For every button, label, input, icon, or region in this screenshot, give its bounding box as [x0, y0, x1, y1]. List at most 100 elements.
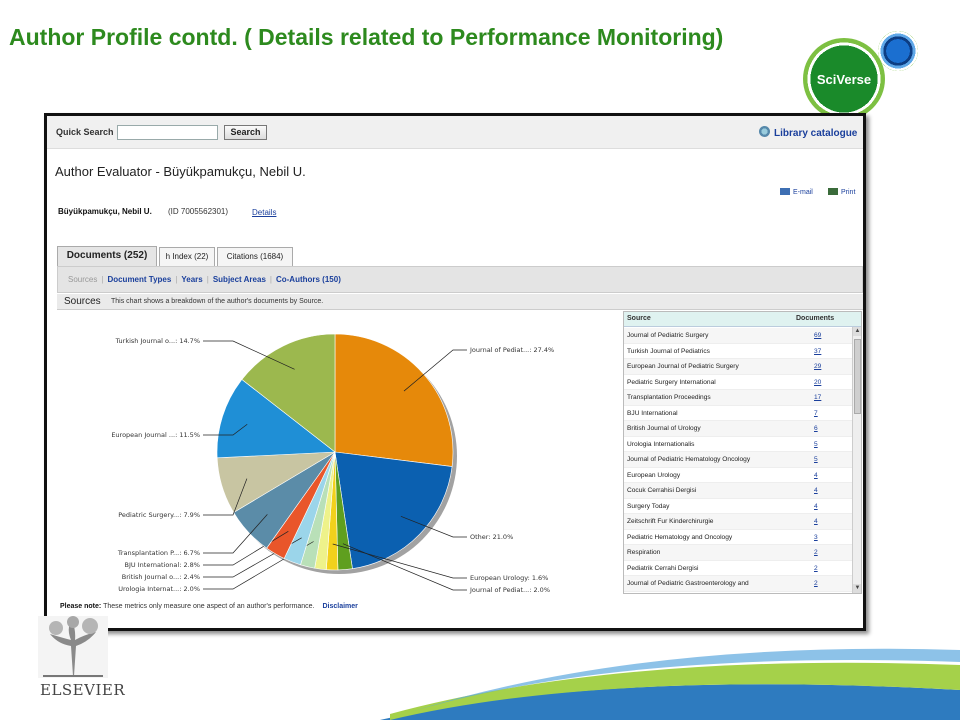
tab-h-index[interactable]: h Index (22) — [159, 247, 215, 266]
pie-leader-line — [203, 423, 248, 436]
pie-slice-label: Journal of Pediat...: 27.4% — [469, 346, 554, 354]
row-documents-link[interactable]: 17 — [814, 394, 822, 401]
sources-description: This chart shows a breakdown of the auth… — [111, 298, 324, 305]
pie-slice[interactable] — [216, 379, 336, 459]
row-source: Journal of Pediatric Gastroenterology an… — [627, 580, 749, 587]
pie-slice-label: Pediatric Surgery...: 7.9% — [118, 511, 200, 519]
filter-separator: | — [269, 275, 272, 284]
pie-slice[interactable] — [334, 333, 454, 467]
search-button[interactable]: Search — [224, 125, 267, 140]
scroll-thumb[interactable] — [854, 339, 861, 414]
scroll-up-icon[interactable]: ▲ — [853, 327, 861, 336]
row-documents-link[interactable]: 4 — [814, 471, 818, 479]
table-row: Journal of Pediatric Hematology Oncology… — [624, 452, 852, 468]
row-documents-link[interactable]: 2 — [814, 580, 818, 587]
row-documents-link[interactable]: 4 — [814, 487, 818, 494]
row-documents-link[interactable]: 5 — [814, 456, 818, 463]
row-source: British Journal of Urology — [627, 425, 701, 432]
print-label: Print — [841, 189, 856, 196]
row-documents-link[interactable]: 4 — [814, 518, 818, 525]
tab-documents[interactable]: Documents (252) — [57, 246, 157, 266]
filter-years[interactable]: Years — [181, 275, 203, 284]
sources-title: Sources — [64, 296, 101, 307]
sources-table: Source Documents Journal of Pediatric Su… — [623, 311, 862, 594]
table-row: Journal of Pediatric Gastroenterology an… — [624, 576, 852, 592]
row-source: Cocuk Cerrahisi Dergisi — [627, 487, 697, 494]
pie-leader-line — [332, 543, 467, 579]
filter-document-types[interactable]: Document Types — [107, 275, 172, 284]
column-source[interactable]: Source — [627, 315, 651, 322]
row-source: Turkish Journal of Pediatrics — [627, 347, 710, 355]
table-row: Pediatrik Cerrahi Dergisi 2 — [624, 561, 852, 576]
table-row: BJU International 7 — [624, 406, 852, 421]
filter-bar: Sources | Document Types | Years | Subject Are… — [57, 266, 863, 293]
table-row: Surgery Today 4 — [624, 499, 852, 514]
note-text: These metrics only measure one aspect of… — [103, 603, 315, 610]
table-row: Zeitschrift Fur Kinderchirurgie 4 — [624, 514, 852, 530]
pie-slice-label: BJU International: 2.8% — [125, 561, 200, 569]
pie-slice[interactable] — [241, 333, 336, 453]
quick-search-input[interactable] — [117, 125, 218, 140]
row-documents-link[interactable]: 29 — [814, 363, 822, 370]
scroll-down-icon[interactable]: ▼ — [853, 584, 861, 593]
sources-header: Sources This chart shows a breakdown of … — [57, 294, 863, 310]
row-source: Journal of Pediatric Hematology Oncology — [627, 456, 751, 463]
email-link[interactable]: E-mail — [780, 188, 813, 196]
elsevier-tree-logo — [38, 616, 108, 678]
table-row: Urologia Internationalis 5 — [624, 437, 852, 452]
column-documents[interactable]: Documents — [796, 315, 835, 322]
filter-sources[interactable]: Sources — [68, 275, 98, 284]
globe-icon — [759, 126, 770, 137]
row-source: BJU International — [627, 409, 678, 417]
row-source: Urologia Internationalis — [627, 440, 695, 448]
top-search-bar: Quick Search Search Library catalogue — [47, 116, 863, 149]
pie-slice-label: British Journal o...: 2.4% — [122, 573, 200, 581]
row-source: Zeitschrift Fur Kinderchirurgie — [627, 518, 714, 525]
sciverse-logo: SciVerse — [803, 38, 885, 120]
filter-separator: | — [101, 275, 104, 284]
details-link[interactable]: Details — [252, 208, 277, 217]
row-documents-link[interactable]: 5 — [814, 440, 818, 448]
row-source: European Urology — [627, 471, 681, 479]
filter-subject-areas[interactable]: Subject Areas — [212, 275, 266, 284]
row-source: European Journal of Pediatric Surgery — [627, 363, 739, 370]
row-documents-link[interactable]: 4 — [814, 502, 818, 510]
slide-title: Author Profile contd. ( Details related … — [9, 24, 724, 50]
row-source: Respiration — [627, 549, 661, 556]
print-link[interactable]: Print — [828, 188, 855, 196]
pie-slice-label: Urologia Internat...: 2.0% — [118, 585, 200, 593]
row-documents-link[interactable]: 20 — [814, 378, 822, 386]
row-documents-link[interactable]: 37 — [814, 347, 822, 355]
row-documents-link[interactable]: 2 — [814, 549, 818, 556]
row-documents-link[interactable]: 6 — [814, 425, 818, 432]
tab-citations[interactable]: Citations (1684) — [217, 247, 293, 266]
row-documents-link[interactable]: 3 — [814, 533, 818, 541]
pie-slice-label: Turkish Journal o...: 14.7% — [115, 337, 200, 345]
envelope-icon — [780, 188, 790, 195]
filter-separator: | — [206, 275, 209, 284]
table-row: European Urology 4 — [624, 468, 852, 483]
row-documents-link[interactable]: 69 — [814, 332, 822, 339]
page-title: Author Evaluator - Büyükpamukçu, Nebil U… — [55, 164, 306, 179]
author-id: (ID 7005562301) — [168, 207, 229, 216]
pie-leader-line — [400, 515, 467, 538]
pie-leader-line — [203, 478, 248, 516]
row-documents-link[interactable]: 2 — [814, 564, 818, 572]
filter-co-authors[interactable]: Co-Authors (150) — [275, 275, 341, 284]
library-catalogue-link[interactable]: Library catalogue — [759, 126, 857, 139]
pie-slice[interactable] — [334, 451, 453, 570]
quick-search-label: Quick Search — [56, 127, 114, 137]
pie-slice-label: European Urology: 1.6% — [470, 574, 548, 582]
table-row: Journal of Pediatric Surgery 69 — [624, 328, 852, 344]
row-source: Pediatric Hematology and Oncology — [627, 533, 733, 541]
table-row: British Journal of Urology 6 — [624, 421, 852, 437]
table-header: Source Documents — [624, 312, 861, 327]
table-scrollbar[interactable]: ▲ ▼ — [852, 327, 861, 593]
row-source: Pediatric Surgery International — [627, 378, 716, 386]
sources-pie-chart: Journal of Pediat...: 27.4% Other: 21.0% J… — [111, 333, 554, 594]
pie-leader-line — [203, 340, 295, 370]
browser-screenshot: Quick Search Search Library catalogue Au… — [44, 113, 866, 631]
pie-slice-label: European Journal ...: 11.5% — [111, 431, 200, 439]
disclaimer-link[interactable]: Disclaimer — [322, 603, 358, 610]
row-documents-link[interactable]: 7 — [814, 409, 818, 417]
